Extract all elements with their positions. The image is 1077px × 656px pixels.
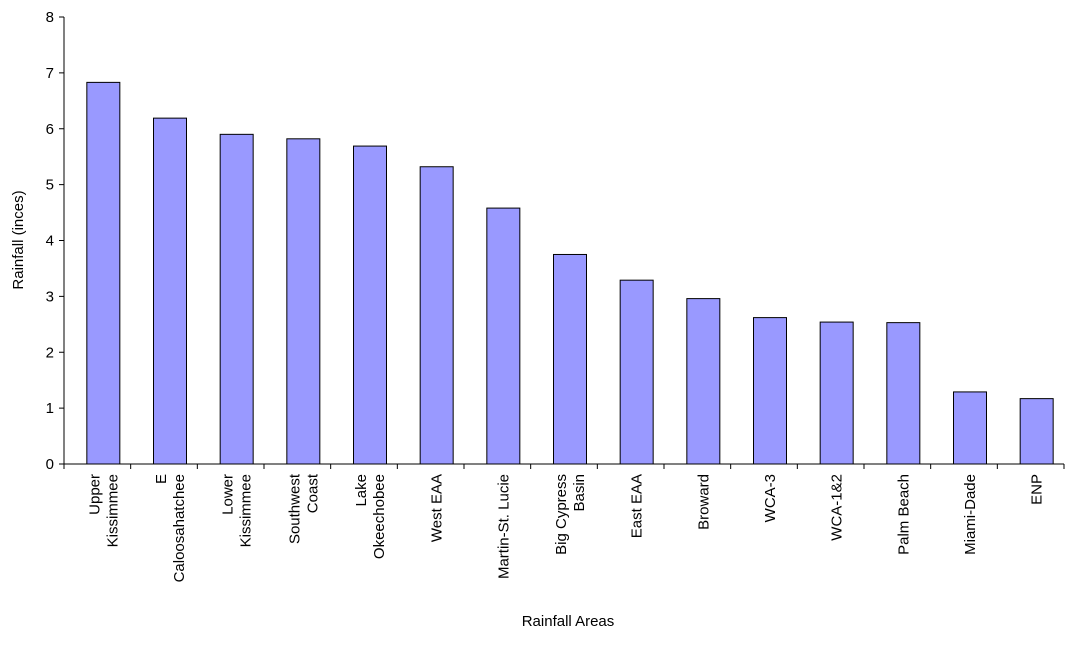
x-tick-label: Big CypressBasin xyxy=(553,474,588,555)
x-tick-label: SouthwestCoast xyxy=(286,473,321,544)
x-tick-label: WCA-1&2 xyxy=(829,474,846,541)
bar xyxy=(753,317,787,465)
x-tick-label: ECaloosahatchee xyxy=(153,474,188,582)
bar xyxy=(486,207,521,465)
x-tick-label: LakeOkeechobee xyxy=(353,474,388,559)
bar xyxy=(286,138,321,465)
x-tick-label: West EAA xyxy=(429,474,446,542)
x-tick-label: WCA-3 xyxy=(762,474,779,522)
bar xyxy=(219,133,254,465)
x-tick-label: ENP xyxy=(1029,474,1046,505)
y-tick-label: 0 xyxy=(46,456,54,473)
y-tick-label: 2 xyxy=(46,344,54,361)
bar xyxy=(153,117,187,465)
bar xyxy=(619,279,654,465)
bar xyxy=(953,391,987,465)
x-tick-label: UpperKissimmee xyxy=(86,474,121,547)
y-tick-label: 8 xyxy=(46,9,54,26)
bar xyxy=(86,81,121,465)
bar xyxy=(353,145,387,465)
bar xyxy=(419,166,454,465)
y-tick-label: 1 xyxy=(46,400,54,417)
bar xyxy=(686,298,721,465)
y-axis-label: Rainfall (inces) xyxy=(10,190,27,289)
x-tick-label: Broward xyxy=(695,474,712,530)
x-tick-label: Martin-St. Lucie xyxy=(495,474,512,579)
x-axis-label: Rainfall Areas xyxy=(522,613,615,630)
x-tick-label: LowerKissimmee xyxy=(220,474,255,547)
x-tick-label: Miami-Dade xyxy=(962,474,979,555)
x-tick-label: Palm Beach xyxy=(895,474,912,555)
bar xyxy=(886,322,921,465)
y-tick-label: 6 xyxy=(46,121,54,138)
y-tick-label: 7 xyxy=(46,65,54,82)
bar xyxy=(553,253,587,465)
y-tick-label: 5 xyxy=(46,177,54,194)
bar xyxy=(1019,398,1054,465)
y-tick-label: 4 xyxy=(46,233,54,250)
y-tick-label: 3 xyxy=(46,288,54,305)
bar xyxy=(819,321,854,465)
x-tick-label: East EAA xyxy=(629,474,646,538)
